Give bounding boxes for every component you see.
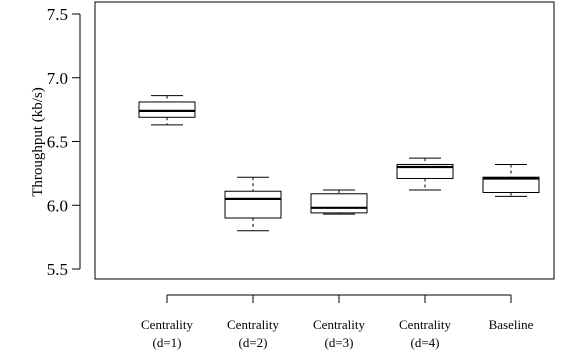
interquartile-box — [482, 176, 540, 193]
y-tick-label: 6.0 — [47, 196, 68, 215]
box-4 — [396, 157, 454, 191]
x-tick-label: Centrality — [399, 317, 451, 332]
x-axis: Centrality (d=1) Centrality (d=2) Centrality… — [141, 294, 534, 350]
y-tick-label: 6.5 — [47, 133, 68, 152]
interquartile-box — [138, 101, 196, 118]
y-tick-label: 7.0 — [47, 69, 68, 88]
x-tick-sublabel: (d=4) — [411, 335, 440, 350]
x-tick-label: Centrality — [313, 317, 365, 332]
box-1 — [138, 95, 196, 126]
plot-area-frame — [94, 1, 555, 280]
y-axis: 5.5 6.0 6.5 7.0 7.5 — [47, 5, 81, 279]
box-2 — [224, 176, 282, 232]
y-axis-label: Throughput (kb/s) — [30, 87, 46, 197]
x-tick-label: Baseline — [489, 317, 534, 332]
x-tick-label: Centrality — [141, 317, 193, 332]
x-tick-sublabel: (d=1) — [153, 335, 182, 350]
x-tick-sublabel: (d=2) — [239, 335, 268, 350]
y-tick-label: 5.5 — [47, 260, 68, 279]
x-tick-label: Centrality — [227, 317, 279, 332]
interquartile-box — [224, 190, 282, 219]
y-tick-label: 7.5 — [47, 5, 68, 24]
box-3 — [310, 189, 368, 215]
interquartile-box — [310, 193, 368, 214]
box-series — [138, 95, 540, 232]
box-5 — [482, 163, 540, 197]
x-tick-sublabel: (d=3) — [325, 335, 354, 350]
